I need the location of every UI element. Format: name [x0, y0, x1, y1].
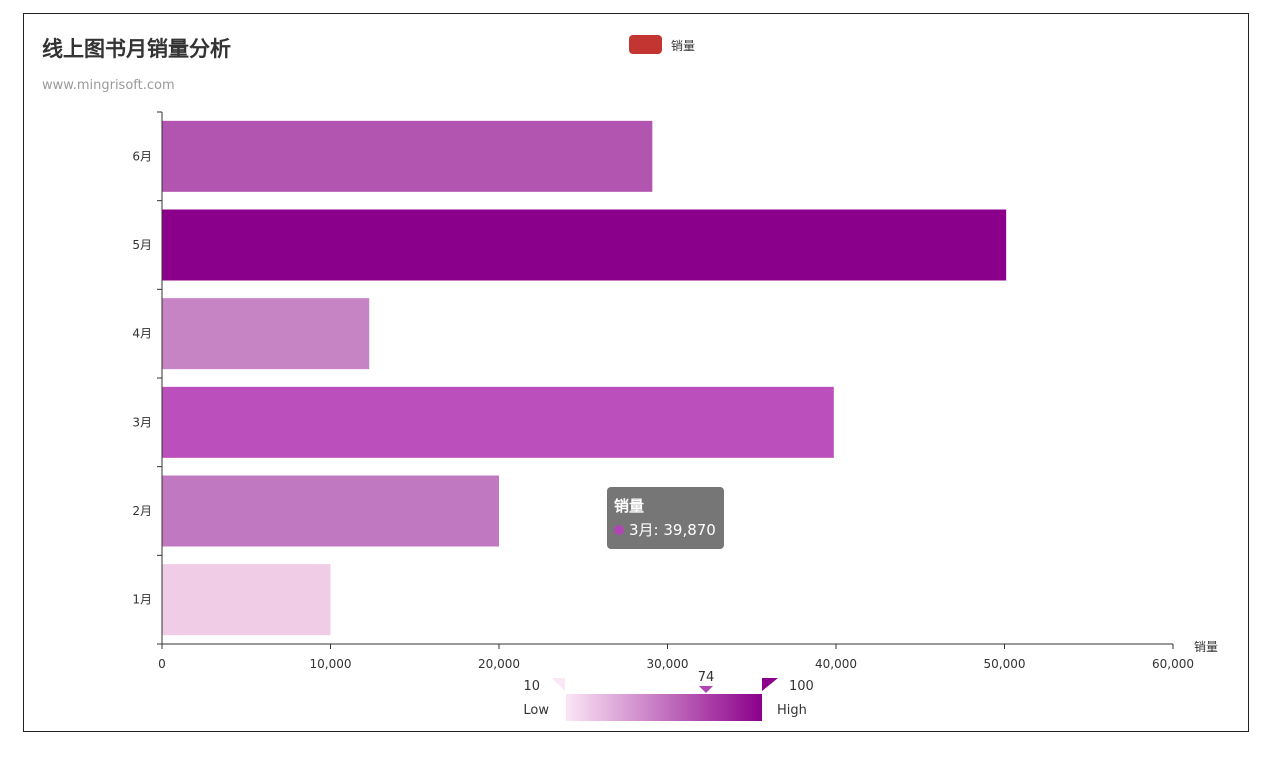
tooltip: 销量 3月: 39,870: [607, 487, 724, 549]
x-tick-label: 60,000: [1152, 657, 1194, 671]
axes: 1月 2月 3月 4月 5月 6月 0 10,000 20,000 30,000 40,000 50,…: [132, 111, 1194, 671]
x-tick-label: 10,000: [310, 657, 352, 671]
tooltip-row: 3月: 39,870: [614, 518, 716, 542]
visual-map-min-label: 10: [523, 679, 540, 694]
x-tick-label: 20,000: [478, 657, 520, 671]
chart-canvas: 线上图书月销量分析 www.mingrisoft.com 销量 1月 2月 3月 4月…: [42, 35, 1218, 721]
legend[interactable]: 销量: [629, 35, 695, 54]
bar-6[interactable]: [162, 120, 653, 192]
bar-5[interactable]: [162, 209, 1007, 281]
tooltip-title: 销量: [614, 497, 645, 515]
chart-subtitle: www.mingrisoft.com: [42, 78, 175, 93]
y-tick-label: 6月: [132, 149, 152, 163]
visual-map-low-label: Low: [523, 703, 549, 718]
bar-group: [162, 120, 1007, 636]
tooltip-series-dot: [614, 525, 624, 535]
y-tick-label: 4月: [132, 327, 152, 341]
y-tick-label: 2月: [132, 504, 152, 518]
bar-1[interactable]: [162, 564, 331, 636]
visual-map-gradient-bar[interactable]: [566, 694, 762, 721]
visual-map-high-label: High: [777, 703, 807, 718]
x-tick-label: 30,000: [647, 657, 689, 671]
visual-map[interactable]: 10 Low 100 High 74: [523, 670, 814, 721]
x-axis-name: 销量: [1194, 640, 1218, 654]
legend-label[interactable]: 销量: [671, 39, 695, 53]
x-tick-label: 40,000: [815, 657, 857, 671]
x-tick-label: 50,000: [984, 657, 1026, 671]
visual-map-high-handle[interactable]: [762, 678, 778, 691]
legend-swatch[interactable]: [629, 35, 662, 54]
visual-map-max-label: 100: [789, 679, 814, 694]
bar-2[interactable]: [162, 475, 499, 547]
visual-map-low-handle[interactable]: [552, 678, 565, 691]
y-tick-label: 3月: [132, 415, 152, 429]
chart-title: 线上图书月销量分析: [42, 37, 231, 61]
visual-map-indicator-label: 74: [698, 670, 715, 685]
chart-frame: 线上图书月销量分析 www.mingrisoft.com 销量 1月 2月 3月 4月…: [23, 13, 1249, 732]
visual-map-indicator: [699, 686, 713, 693]
bar-4[interactable]: [162, 298, 370, 370]
y-tick-label: 5月: [132, 238, 152, 252]
tooltip-value: 3月: 39,870: [629, 521, 716, 539]
bar-3[interactable]: [162, 386, 834, 458]
y-tick-label: 1月: [132, 593, 152, 607]
x-tick-label: 0: [158, 657, 166, 671]
